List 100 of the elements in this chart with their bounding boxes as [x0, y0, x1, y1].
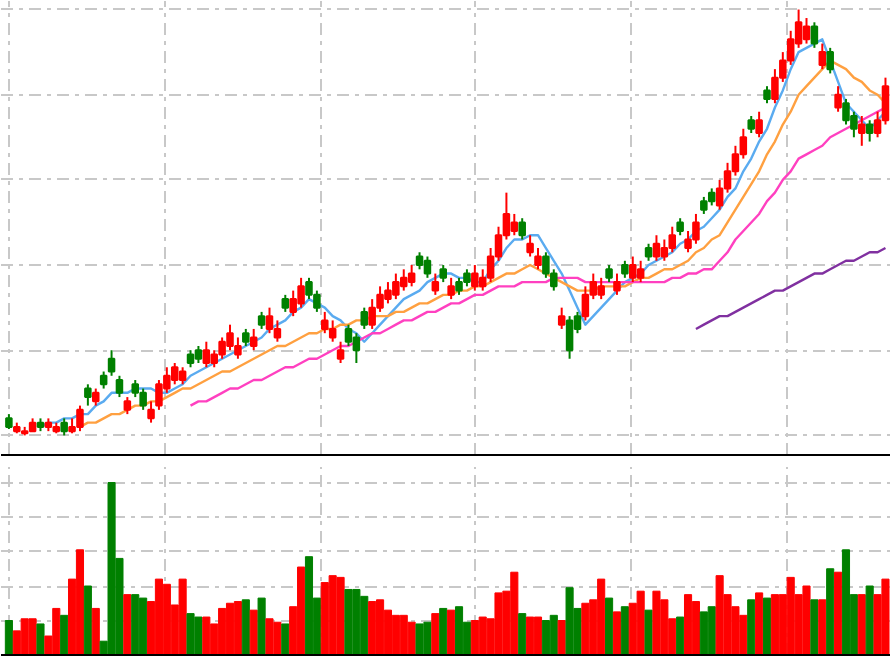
- bar: [865, 585, 874, 655]
- candlestick: [107, 349, 116, 377]
- bar: [834, 571, 843, 655]
- bar: [297, 566, 306, 655]
- bar: [526, 616, 535, 655]
- bar: [83, 585, 92, 655]
- candlestick: [84, 383, 92, 407]
- bar: [841, 549, 851, 655]
- bar: [699, 611, 708, 655]
- bar: [131, 594, 140, 655]
- candlestick: [597, 276, 605, 301]
- bar: [581, 602, 590, 655]
- bar: [747, 599, 756, 655]
- bar: [178, 578, 187, 655]
- bar: [612, 611, 622, 655]
- bar: [810, 599, 819, 655]
- bar: [762, 597, 772, 655]
- candlestick: [202, 340, 211, 369]
- bar: [60, 614, 69, 655]
- candlestick: [392, 272, 400, 301]
- bar: [28, 618, 37, 655]
- bar: [818, 599, 827, 655]
- bar: [660, 599, 669, 655]
- bar: [4, 620, 13, 655]
- candlestick: [858, 114, 866, 147]
- candlestick: [557, 306, 566, 330]
- candlestick: [360, 306, 369, 330]
- bar: [52, 607, 61, 655]
- candlestick: [668, 225, 677, 254]
- candlestick: [384, 281, 392, 305]
- bar: [241, 599, 250, 655]
- bar: [636, 590, 645, 655]
- bar: [454, 606, 464, 655]
- bar: [194, 616, 203, 655]
- bar: [597, 578, 606, 655]
- bar: [407, 621, 416, 655]
- bar: [265, 618, 274, 655]
- bar: [257, 597, 266, 655]
- candlestick: [139, 387, 147, 411]
- bar: [415, 623, 424, 655]
- bar: [328, 575, 337, 655]
- candlestick: [115, 374, 124, 399]
- candlestick: [818, 42, 827, 71]
- bar: [470, 620, 479, 655]
- candlestick: [399, 268, 408, 292]
- bar: [233, 601, 242, 655]
- bar: [431, 613, 440, 655]
- bar: [75, 549, 85, 655]
- candlestick: [865, 119, 874, 143]
- bar: [423, 621, 432, 655]
- bar: [304, 556, 314, 655]
- candlestick: [265, 306, 274, 335]
- candlestick: [834, 85, 842, 113]
- candlestick: [226, 323, 234, 352]
- bar: [336, 576, 345, 655]
- bar: [826, 568, 835, 655]
- bar: [391, 614, 400, 655]
- bar: [802, 585, 811, 655]
- candlestick: [170, 362, 179, 386]
- bar: [218, 607, 227, 655]
- bar: [605, 597, 614, 655]
- bar: [739, 614, 748, 655]
- bar: [225, 602, 235, 655]
- bar: [281, 623, 290, 655]
- bar: [755, 592, 764, 655]
- bar: [652, 590, 661, 655]
- candlestick: [629, 255, 637, 284]
- candlestick: [692, 212, 700, 245]
- bar: [439, 607, 448, 655]
- candlestick: [810, 21, 819, 49]
- bar: [352, 588, 361, 655]
- candlestick: [715, 178, 724, 211]
- candlestick: [328, 319, 337, 343]
- candlestick: [447, 276, 455, 301]
- candlestick: [510, 212, 519, 237]
- candlestick: [76, 404, 84, 433]
- bar: [107, 482, 116, 655]
- candlestick: [321, 310, 329, 335]
- candlestick: [518, 217, 526, 241]
- candlestick: [471, 264, 479, 292]
- bar: [202, 616, 211, 655]
- candlestick: [826, 46, 834, 75]
- bar: [162, 583, 171, 655]
- bar: [360, 595, 369, 655]
- candlestick: [352, 332, 361, 365]
- bar: [186, 613, 195, 655]
- bar: [557, 620, 566, 655]
- bar: [644, 609, 653, 655]
- candlestick: [613, 272, 621, 296]
- bar: [368, 601, 377, 655]
- candlestick: [431, 272, 440, 296]
- bar: [770, 594, 779, 655]
- bar: [447, 609, 456, 655]
- candlestick: [565, 315, 574, 360]
- bar: [154, 578, 163, 655]
- bar: [36, 623, 45, 655]
- candlestick: [249, 327, 258, 352]
- bar: [510, 571, 519, 655]
- candlestick: [407, 264, 416, 288]
- bar: [881, 578, 890, 655]
